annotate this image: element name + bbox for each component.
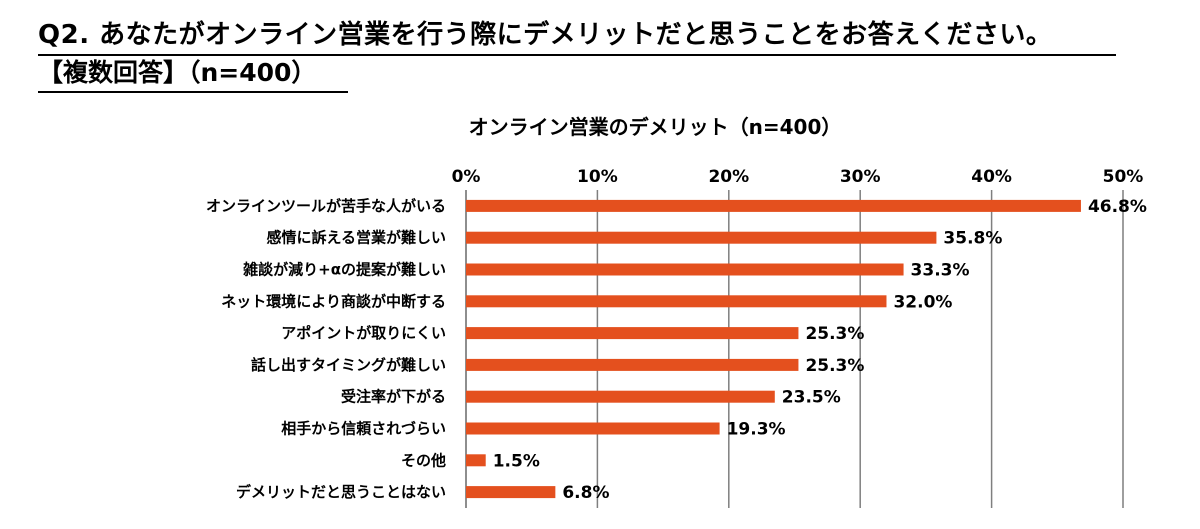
bar xyxy=(466,358,799,371)
bar xyxy=(466,486,556,499)
bar xyxy=(466,327,799,340)
x-tick-label: 0% xyxy=(452,167,481,187)
category-label: デメリットだと思うことはない xyxy=(236,483,446,501)
tick-layer: 0% 10% 20% 30% 40% 50% xyxy=(452,167,1144,187)
data-label: 35.8% xyxy=(943,229,1002,249)
question-subtitle: 【複数回答】（n=400） xyxy=(38,58,317,87)
data-label: 19.3% xyxy=(727,420,786,440)
x-tick-label: 40% xyxy=(971,167,1012,187)
data-label: 25.3% xyxy=(805,356,864,376)
data-label: 33.3% xyxy=(911,261,970,281)
data-label: 46.8% xyxy=(1088,197,1147,217)
category-label: 雑談が減り+αの提案が難しい xyxy=(242,261,446,279)
category-label: 話し出すタイミングが難しい xyxy=(251,356,446,374)
category-label: ネット環境により商談が中断する xyxy=(221,292,446,310)
bar xyxy=(466,263,904,276)
x-tick-label: 50% xyxy=(1103,167,1144,187)
x-tick-label: 30% xyxy=(840,167,881,187)
data-label: 23.5% xyxy=(782,388,841,408)
bar xyxy=(466,454,486,467)
bar xyxy=(466,390,775,403)
data-label: 32.0% xyxy=(893,292,952,312)
category-label: オンラインツールが苦手な人がいる xyxy=(206,197,446,215)
chart-title: オンライン営業のデメリット（n=400） xyxy=(469,115,842,139)
category-label: その他 xyxy=(401,451,446,469)
bar xyxy=(466,199,1081,212)
question-title: Q2. あなたがオンライン営業を行う際にデメリットだと思うことをお答えください。 xyxy=(38,20,1053,50)
category-label: 受注率が下がる xyxy=(341,388,446,406)
x-tick-label: 10% xyxy=(577,167,618,187)
data-label: 1.5% xyxy=(493,451,540,471)
x-tick-label: 20% xyxy=(708,167,749,187)
category-label-layer: オンラインツールが苦手な人がいる感情に訴える営業が難しい雑談が減り+αの提案が難… xyxy=(206,197,446,501)
bar-layer xyxy=(466,199,1081,499)
category-label: 相手から信頼されづらい xyxy=(281,420,446,438)
bar xyxy=(466,295,887,308)
bar xyxy=(466,231,937,244)
data-label: 6.8% xyxy=(562,483,609,503)
title-underline xyxy=(38,54,1116,56)
bar xyxy=(466,422,720,435)
category-label: アポイントが取りにくい xyxy=(281,324,446,342)
value-label-layer: 46.8% 35.8% 33.3% 32.0% 25.3% 25.3% 23.5% 19.3%… xyxy=(493,197,1147,503)
subtitle-underline xyxy=(38,91,348,93)
data-label: 25.3% xyxy=(805,324,864,344)
category-label: 感情に訴える営業が難しい xyxy=(266,229,446,247)
